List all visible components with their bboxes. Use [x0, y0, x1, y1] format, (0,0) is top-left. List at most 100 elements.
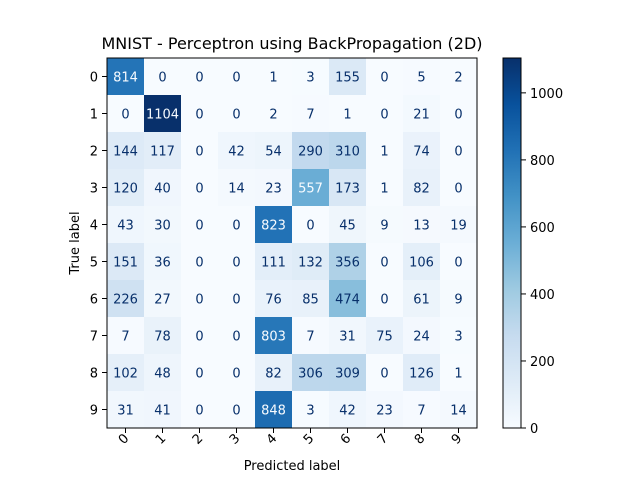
heatmap-cell: [255, 95, 292, 132]
cell-value-label: 3: [454, 330, 462, 345]
cell-value-label: 82: [265, 367, 282, 382]
heatmap-cell: [107, 95, 144, 132]
heatmap-cell: [255, 317, 292, 354]
cell-value-label: 41: [154, 404, 171, 419]
heatmap-cell: [181, 280, 218, 317]
cell-value-label: 310: [335, 145, 360, 160]
cell-value-label: 42: [339, 404, 356, 419]
cell-value-label: 0: [380, 367, 388, 382]
cell-value-label: 54: [265, 145, 282, 160]
y-axis-label: True label: [68, 211, 83, 275]
heatmap-cell: [107, 317, 144, 354]
heatmap-cell: [218, 317, 255, 354]
heatmap-cell: [107, 280, 144, 317]
colorbar-tick-label: 0: [530, 422, 538, 437]
heatmap-cell: [181, 169, 218, 206]
heatmap-cell: [181, 95, 218, 132]
cell-value-label: 36: [154, 256, 171, 271]
cell-value-label: 1: [343, 108, 351, 123]
chart-title: MNIST - Perceptron using BackPropagation…: [102, 34, 483, 53]
cell-value-label: 1: [380, 145, 388, 160]
heatmap-cell: [292, 280, 329, 317]
cell-value-label: 117: [150, 145, 175, 160]
cell-value-label: 0: [232, 71, 240, 86]
cell-value-label: 31: [117, 404, 134, 419]
cell-value-label: 0: [232, 108, 240, 123]
cell-value-label: 45: [339, 219, 356, 234]
heatmap-cell: [144, 132, 181, 169]
heatmap-cell: [144, 243, 181, 280]
heatmap-cell: [366, 206, 403, 243]
x-tick-label: 4: [264, 431, 280, 447]
x-tick-label: 8: [412, 431, 428, 447]
heatmap-cell: [329, 58, 366, 95]
cell-value-label: 48: [154, 367, 171, 382]
heatmap-cell: [181, 206, 218, 243]
cell-value-label: 3: [306, 404, 314, 419]
y-tick-label: 6: [90, 293, 98, 308]
x-axis-label: Predicted label: [244, 459, 341, 474]
cell-value-label: 23: [265, 182, 282, 197]
colorbar-tick-label: 800: [530, 154, 555, 169]
cell-value-label: 0: [454, 256, 462, 271]
colorbar-tick-label: 600: [530, 221, 555, 236]
heatmap-cell: [329, 317, 366, 354]
y-tick-label: 0: [90, 71, 98, 86]
heatmap-cell: [440, 243, 477, 280]
heatmap-cell: [255, 58, 292, 95]
heatmap-cell: [107, 132, 144, 169]
x-tick-label: 1: [153, 431, 169, 447]
heatmap-cell: [403, 169, 440, 206]
cell-value-label: 78: [154, 330, 171, 345]
heatmap-cell: [329, 132, 366, 169]
cell-value-label: 0: [158, 71, 166, 86]
cell-value-label: 120: [113, 182, 138, 197]
heatmap-cell: [292, 132, 329, 169]
cell-value-label: 0: [195, 108, 203, 123]
heatmap-cell: [292, 391, 329, 428]
heatmap-cell: [107, 206, 144, 243]
cell-value-label: 0: [195, 293, 203, 308]
heatmap-cell: [403, 354, 440, 391]
y-tick-label: 7: [90, 330, 98, 345]
heatmap-cell: [255, 243, 292, 280]
heatmap-cell: [403, 95, 440, 132]
heatmap-cell: [366, 95, 403, 132]
heatmap-cell: [107, 243, 144, 280]
heatmap-cell: [218, 132, 255, 169]
cell-value-label: 2: [454, 71, 462, 86]
colorbar-ticks: 0 200 400 600 800 1000: [521, 87, 563, 437]
cell-value-label: 0: [232, 219, 240, 234]
cell-value-label: 7: [306, 330, 314, 345]
heatmap-cell: [218, 391, 255, 428]
cell-value-label: 24: [413, 330, 430, 345]
heatmap-cell: [366, 280, 403, 317]
heatmap-cell: [329, 95, 366, 132]
heatmap-cell: [329, 169, 366, 206]
cell-value-label: 0: [195, 219, 203, 234]
cell-value-label: 1: [269, 71, 277, 86]
cell-value-label: 814: [113, 71, 138, 86]
cell-value-label: 19: [450, 219, 467, 234]
cell-value-label: 0: [195, 256, 203, 271]
cell-value-label: 0: [232, 293, 240, 308]
heatmap-cell: [181, 58, 218, 95]
heatmap-cell: [292, 206, 329, 243]
heatmap-cell: [181, 354, 218, 391]
cell-value-label: 30: [154, 219, 171, 234]
cell-value-label: 226: [113, 293, 138, 308]
cell-value-label: 0: [195, 145, 203, 160]
cell-value-label: 823: [261, 219, 286, 234]
heatmap-cell: [218, 95, 255, 132]
heatmap-cell: [181, 243, 218, 280]
cell-value-label: 5: [417, 71, 425, 86]
heatmap-cell: [255, 169, 292, 206]
heatmap-cell: [366, 354, 403, 391]
cell-value-label: 0: [195, 367, 203, 382]
cell-value-label: 27: [154, 293, 171, 308]
cell-value-label: 111: [261, 256, 286, 271]
cell-value-label: 0: [195, 182, 203, 197]
y-tick-label: 5: [90, 256, 98, 271]
heatmap-cell: [403, 132, 440, 169]
